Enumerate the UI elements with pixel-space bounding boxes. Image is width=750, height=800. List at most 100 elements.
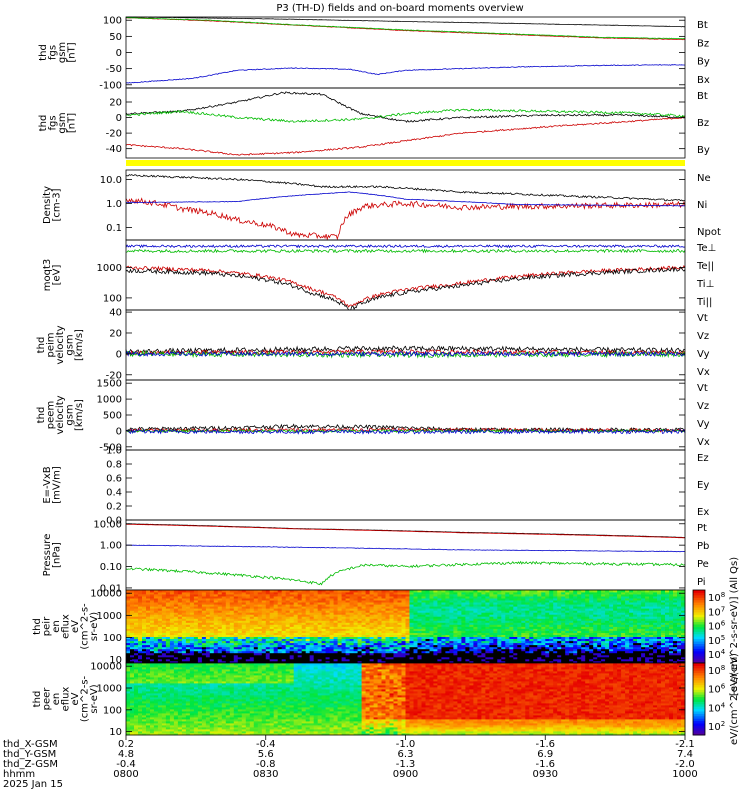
y-tick-label: 0.6 xyxy=(106,474,122,485)
density-series-0 xyxy=(125,174,686,202)
legend-velocity1-1: Vz xyxy=(697,331,709,342)
y-axis-label: gsm xyxy=(57,112,68,133)
y-tick-label: 10.0 xyxy=(100,175,122,186)
y-axis-label: peim xyxy=(46,332,57,357)
y-tick-label: 100 xyxy=(103,16,122,27)
y-axis-label: thd xyxy=(38,44,49,61)
colorbar-tick-label: 106 xyxy=(708,620,726,633)
y-tick-label: 0.1 xyxy=(106,223,122,234)
legend-efield-1: Ey xyxy=(697,480,709,491)
y-tick-label: 1.0 xyxy=(106,199,122,210)
x-tick-label: 0.2 xyxy=(118,739,134,750)
y-tick-label: 500 xyxy=(103,411,122,422)
y-axis-label: (cm^2-s- xyxy=(80,603,91,650)
legend-velocity2-2: Vy xyxy=(697,419,710,430)
legend-velocity2-0: Vt xyxy=(697,383,708,394)
date-label: 2025 Jan 15 xyxy=(3,779,63,790)
y-axis-label: [km/s] xyxy=(74,399,85,431)
colorbar-tick-label: 104 xyxy=(708,648,726,661)
temp-series-1 xyxy=(125,266,686,311)
legend-efield-2: Ex xyxy=(697,507,709,518)
colorbar-label: eV/(cm^2-s-sr-eV) xyxy=(729,653,740,745)
x-axis: thd_X-GSM 0.2 -0.4 -1.0 -1.6 -2.1 thd_Y-GSM 4.8… xyxy=(3,735,698,790)
density-series-2 xyxy=(125,191,686,207)
y-axis-label: thd xyxy=(36,337,47,354)
y-axis-label: E=-VxB xyxy=(42,466,53,503)
legend-pressure-3: Pi xyxy=(697,577,706,588)
y-tick-label: 0.4 xyxy=(106,488,122,499)
y-axis-label: eV xyxy=(70,620,81,633)
y-axis-label: gsm xyxy=(57,42,68,63)
chart-title: P3 (TH-D) fields and on-board moments ov… xyxy=(276,3,523,14)
y-axis-label: gsm xyxy=(65,404,76,425)
y-tick-label: 1.00 xyxy=(100,541,122,552)
y-axis-label: gsm xyxy=(65,334,76,355)
legend-velocity1-3: Vx xyxy=(697,367,710,378)
y-tick-label: -50 xyxy=(106,64,122,75)
velocity1-series-1 xyxy=(125,349,686,357)
x-tick-label: -2.0 xyxy=(675,759,695,770)
y-axis-label: thd xyxy=(36,407,47,424)
y-axis-label: [cm-3] xyxy=(52,188,63,221)
y-tick-label: 0.10 xyxy=(100,562,122,573)
x-row-label: thd_Y-GSM xyxy=(3,749,56,760)
y-tick-label: 1000 xyxy=(97,395,122,406)
legend-bzoom-0: Bt xyxy=(697,91,708,102)
y-axis-label: en xyxy=(51,693,62,706)
x-tick-label: -0.4 xyxy=(256,739,276,750)
y-axis-label: velocity xyxy=(55,395,66,434)
y-axis-label: en xyxy=(51,620,62,633)
y-axis-label: peir xyxy=(42,616,53,636)
y-axis-label: [km/s] xyxy=(74,329,85,361)
x-row-label: hhmm xyxy=(3,769,35,780)
y-tick-label: 0 xyxy=(116,349,122,360)
y-axis-label: sr-eV) xyxy=(89,684,100,713)
y-tick-label: 100 xyxy=(103,293,122,304)
y-axis-label: [nT] xyxy=(67,42,78,62)
y-axis-label: fgs xyxy=(48,115,59,130)
x-tick-label: 7.4 xyxy=(677,749,693,760)
x-tick-label: 4.8 xyxy=(118,749,134,760)
y-tick-label: -20 xyxy=(106,129,122,140)
y-tick-label: 100 xyxy=(103,705,122,716)
y-axis-label: (cm^2-s- xyxy=(80,675,91,722)
y-tick-label: 0.0 xyxy=(106,516,122,527)
y-axis-label: peer xyxy=(42,687,53,711)
temp-series-2 xyxy=(125,244,686,249)
colorbar-tick-label: 105 xyxy=(708,634,725,647)
y-tick-label: 1000 xyxy=(97,683,122,694)
efield-frame xyxy=(125,449,686,521)
velocity2-frame xyxy=(125,379,686,451)
x-tick-label: -0.8 xyxy=(256,759,276,770)
x-tick-label: 6.3 xyxy=(398,749,414,760)
legend-velocity2-3: Vx xyxy=(697,437,710,448)
flag-bar xyxy=(126,160,685,166)
y-tick-label: 0 xyxy=(116,48,122,59)
colorbar-label: [eV/(cm^2-s-sr-eV)] (All Qs) xyxy=(729,557,740,696)
temp-series-3 xyxy=(125,248,686,254)
legend-efield-0: Ez xyxy=(697,453,709,464)
x-tick-label: 0830 xyxy=(253,769,278,780)
y-axis-label: [nPa] xyxy=(52,542,63,568)
legend-velocity2-1: Vz xyxy=(697,401,709,412)
y-tick-label: -100 xyxy=(99,80,122,91)
y-tick-label: 1.0 xyxy=(106,446,122,457)
temp-series-0 xyxy=(125,264,686,308)
ion_spec-cells xyxy=(126,590,686,664)
bzoom-series-2 xyxy=(125,108,686,123)
y-tick-label: 10000 xyxy=(90,662,122,673)
y-tick-label: 0.8 xyxy=(106,460,122,471)
legend-bzoom-1: Bz xyxy=(697,118,709,129)
y-axis-label: eV xyxy=(70,692,81,705)
y-axis-label: [nT] xyxy=(67,113,78,133)
y-tick-label: 40 xyxy=(109,308,122,319)
x-row-label: thd_X-GSM xyxy=(3,739,58,750)
colorbar-tick-label: 102 xyxy=(708,720,725,733)
legend-temp-1: Te|| xyxy=(696,261,714,272)
x-tick-label: 0800 xyxy=(113,769,138,780)
y-axis-label: moqt3 xyxy=(42,259,53,292)
legend-density-2: Npot xyxy=(697,227,721,238)
